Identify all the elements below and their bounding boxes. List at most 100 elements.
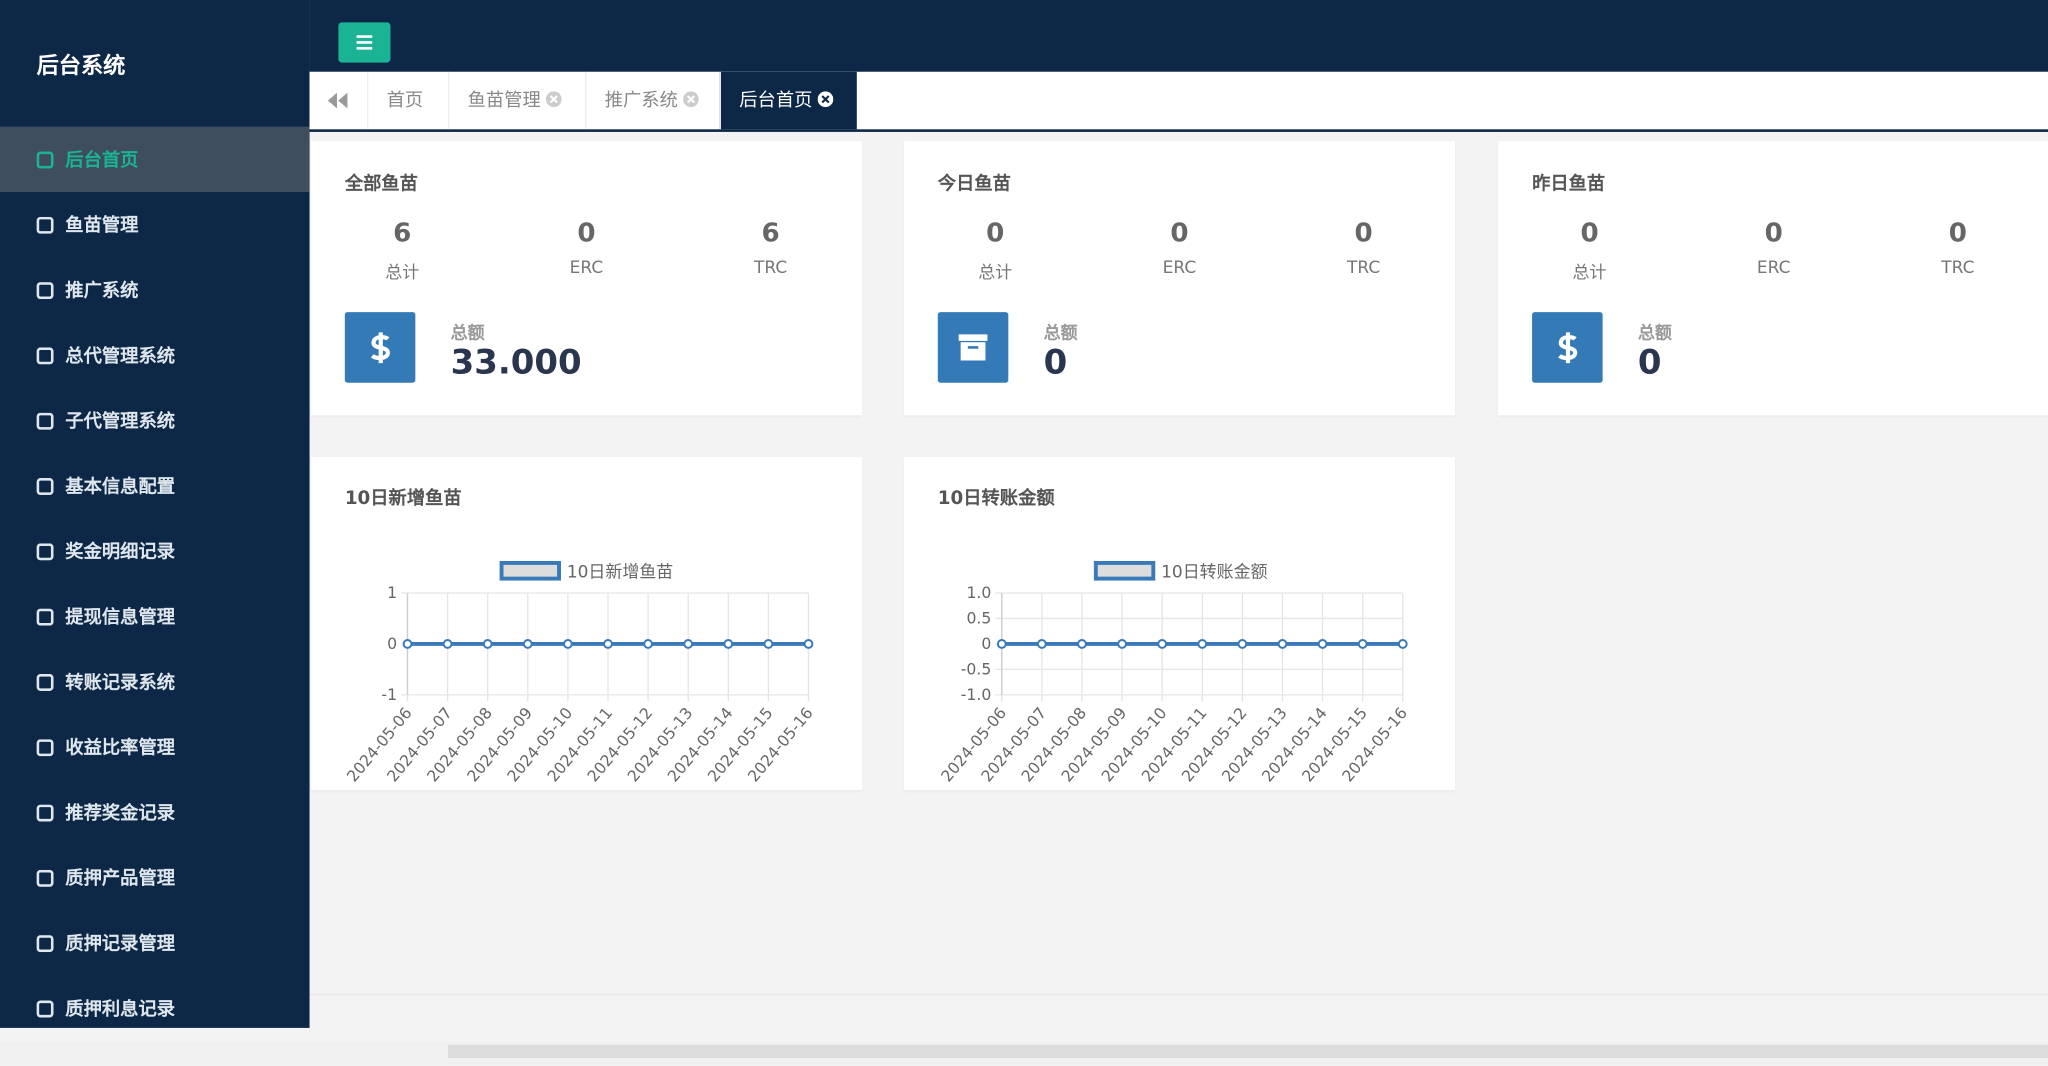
menu-icon [36,608,54,626]
stat-card: 今日鱼苗 0 总计 0 ERC 0 TRC 总额 0 [903,141,1456,416]
archive-box [960,342,986,361]
menu-item[interactable]: 推广系统 [0,257,310,322]
stat-label: ERC [1756,258,1791,279]
y-tick-label: -1 [381,685,397,704]
tab-bar: 首页 鱼苗管理 推广系统 后台首页 [309,71,2048,132]
menu-icon [36,347,54,365]
icon-shape [36,935,54,953]
stat-label: TRC [1941,258,1975,279]
menu-icon [36,673,54,691]
icon-shape [36,151,54,169]
menu-item[interactable]: 基本信息配置 [0,453,310,518]
menu-label: 质押利息记录 [65,999,176,1021]
icon-shape [36,543,54,561]
menu-item[interactable]: 总代管理系统 [0,323,310,388]
icon-box [344,312,416,383]
menu-item[interactable]: 提现信息管理 [0,584,310,649]
menu-label: 后台首页 [65,150,139,172]
menu-label: 基本信息配置 [65,476,176,498]
menu-icon [36,412,54,430]
stat-label: TRC [754,258,788,279]
stat-value: 0 [577,216,596,249]
tab-back[interactable] [327,92,349,109]
stat-label: 总计 [385,263,420,284]
data-point [1036,639,1047,649]
data-point [1077,639,1087,649]
total-value: 33.000 [450,343,582,383]
icon-shape [36,282,54,300]
chart-title: 10日转账金额 [937,488,1055,510]
icon-box [937,312,1009,383]
data-point [1277,639,1288,649]
icon-shape [36,739,54,757]
menu-label: 总代管理系统 [65,346,176,368]
legend-swatch [1093,560,1156,581]
tab-close[interactable] [683,91,699,108]
chart-card: 10日转账金额 -1.0 -0.5 0 0.5 1.0 2024-05-06 2024-05-… [903,457,1456,791]
scrollbar-thumb[interactable] [447,1044,2048,1058]
menu-toggle[interactable] [338,22,391,63]
total-label: 总额 [1043,323,1078,344]
legend-swatch [499,560,561,581]
tab[interactable]: 推广系统 [585,71,717,130]
chart: -1.0-0.500.51.02024-05-062024-05-072024-… [937,560,1411,785]
data-point [723,639,734,649]
icon-shape [36,673,54,691]
menu-item[interactable]: 后台首页 [0,126,310,192]
icon-shape [36,478,54,496]
menu-icon [36,869,54,887]
data-point [1317,639,1328,649]
menu-item[interactable]: 推荐奖金记录 [0,780,310,845]
stat-label: 总计 [978,263,1013,284]
menu-item[interactable]: 质押利息记录 [0,976,310,1041]
icon-shape [36,869,54,887]
stat-value: 6 [393,216,412,249]
icon-shape [36,412,54,430]
menu-icon [36,216,54,234]
card-title: 昨日鱼苗 [1532,173,1606,195]
archive-lid [958,334,988,341]
menu-icon [36,151,54,169]
y-tick-label: 1.0 [966,583,991,602]
y-tick-label: -0.5 [961,660,992,679]
data-point [683,639,694,649]
data-point [1237,639,1248,649]
data-point [1157,639,1168,649]
total-label: 总额 [450,323,485,344]
tab[interactable]: 后台首页 [719,71,857,130]
dollar [1558,332,1578,364]
y-tick-label: 1 [387,583,397,602]
menu-item[interactable]: 质押记录管理 [0,910,310,975]
stat-value: 0 [1170,216,1189,249]
data-point [996,639,1007,649]
stat-value: 0 [986,216,1005,249]
tab-label: 首页 [386,90,424,112]
stat-label: ERC [569,258,604,279]
menu-icon [36,804,54,822]
menu-item[interactable]: 收益比率管理 [0,714,310,779]
menu-item[interactable]: 奖金明细记录 [0,519,310,584]
total-label: 总额 [1637,323,1672,344]
menu-item[interactable]: 转账记录系统 [0,649,310,714]
data-point [563,639,573,649]
sidebar-title: 后台系统 [36,53,126,80]
scrollbar-track [0,1042,2048,1066]
menu-item[interactable]: 子代管理系统 [0,388,310,453]
menu-label: 质押记录管理 [65,933,176,955]
icon-shape [36,804,54,822]
tab-close[interactable] [545,91,562,108]
menu-item[interactable]: 鱼苗管理 [0,192,310,257]
tab-close[interactable] [817,91,834,108]
tab-label: 鱼苗管理 [467,90,541,112]
stat-value: 0 [1354,216,1373,249]
total-value: 0 [1637,343,1662,383]
menu-icon [36,543,54,561]
menu-label: 鱼苗管理 [65,215,139,237]
card-title: 今日鱼苗 [937,173,1011,195]
y-tick-label: 0 [387,634,397,653]
menu-label: 子代管理系统 [65,411,176,433]
tab[interactable]: 鱼苗管理 [447,71,580,130]
menu-item[interactable]: 质押产品管理 [0,845,310,910]
tab[interactable]: 首页 [367,71,441,130]
